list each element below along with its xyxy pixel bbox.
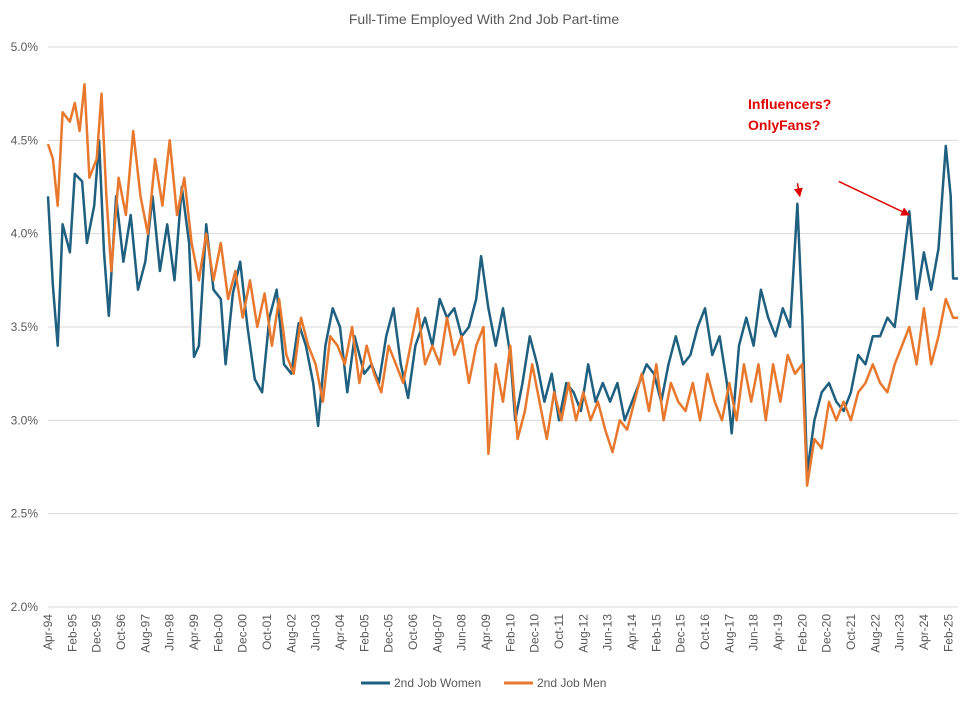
x-axis-tick-labels: Apr-94 Feb-95 Dec-95 Oct-96 Aug-97 Jun-98 Apr-… bbox=[41, 614, 955, 653]
y-tick-label: 3.0% bbox=[11, 413, 39, 427]
x-tick-label: Jun-08 bbox=[455, 614, 469, 651]
annotation-arrows bbox=[793, 180, 911, 216]
y-tick-label: 2.5% bbox=[11, 507, 39, 521]
x-tick-label: Dec-15 bbox=[674, 614, 688, 653]
arrow-2020-spike bbox=[793, 183, 803, 198]
legend: 2nd Job Women 2nd Job Men bbox=[361, 676, 606, 690]
x-tick-label: Feb-10 bbox=[503, 614, 517, 652]
x-tick-label: Oct-96 bbox=[114, 614, 128, 650]
x-tick-label: Apr-99 bbox=[187, 614, 201, 650]
y-tick-label: 4.5% bbox=[11, 133, 39, 147]
x-tick-label: Aug-17 bbox=[722, 614, 736, 653]
chart-title: Full-Time Employed With 2nd Job Part-tim… bbox=[349, 11, 619, 27]
y-axis-tick-labels: 2.0% 2.5% 3.0% 3.5% 4.0% 4.5% 5.0% bbox=[11, 40, 39, 614]
x-tick-label: Feb-15 bbox=[649, 614, 663, 652]
x-tick-label: Jun-13 bbox=[601, 614, 615, 651]
legend-label-men: 2nd Job Men bbox=[537, 676, 606, 690]
x-tick-label: Feb-25 bbox=[941, 614, 955, 652]
x-tick-label: Jun-03 bbox=[309, 614, 323, 651]
x-tick-label: Oct-01 bbox=[260, 614, 274, 650]
x-tick-label: Jun-98 bbox=[163, 614, 177, 651]
annotation-onlyfans: OnlyFans? bbox=[748, 117, 820, 133]
x-tick-label: Dec-95 bbox=[90, 614, 104, 653]
x-tick-label: Apr-14 bbox=[625, 614, 639, 650]
series-line-women bbox=[46, 139, 958, 474]
x-tick-label: Dec-05 bbox=[382, 614, 396, 653]
y-tick-label: 2.0% bbox=[11, 600, 39, 614]
y-tick-label: 5.0% bbox=[11, 40, 39, 54]
x-tick-label: Apr-94 bbox=[41, 614, 55, 650]
x-tick-label: Apr-09 bbox=[479, 614, 493, 650]
y-tick-label: 4.0% bbox=[11, 227, 39, 241]
gridlines bbox=[48, 46, 958, 608]
series-line-men bbox=[46, 83, 958, 487]
x-tick-label: Aug-07 bbox=[430, 614, 444, 653]
x-tick-label: Dec-10 bbox=[528, 614, 542, 653]
x-tick-label: Apr-04 bbox=[333, 614, 347, 650]
annotations: Influencers? OnlyFans? bbox=[748, 96, 831, 133]
x-tick-label: Dec-00 bbox=[236, 614, 250, 653]
y-tick-label: 3.5% bbox=[11, 320, 39, 334]
x-tick-label: Dec-20 bbox=[820, 614, 834, 653]
series-lines bbox=[46, 83, 958, 487]
x-tick-label: Feb-05 bbox=[357, 614, 371, 652]
x-tick-label: Aug-22 bbox=[868, 614, 882, 653]
x-tick-label: Oct-06 bbox=[406, 614, 420, 650]
x-tick-label: Feb-20 bbox=[795, 614, 809, 652]
x-tick-label: Aug-02 bbox=[284, 614, 298, 653]
x-tick-label: Apr-24 bbox=[917, 614, 931, 650]
x-tick-label: Oct-16 bbox=[698, 614, 712, 650]
x-tick-label: Aug-12 bbox=[576, 614, 590, 653]
x-tick-label: Oct-11 bbox=[552, 614, 566, 649]
x-tick-label: Oct-21 bbox=[844, 614, 858, 650]
x-tick-label: Jun-18 bbox=[747, 614, 761, 651]
x-tick-label: Feb-00 bbox=[211, 614, 225, 652]
x-tick-label: Jun-23 bbox=[893, 614, 907, 651]
x-tick-label: Aug-97 bbox=[138, 614, 152, 653]
x-tick-label: Feb-95 bbox=[65, 614, 79, 652]
x-tick-label: Apr-19 bbox=[771, 614, 785, 650]
legend-label-women: 2nd Job Women bbox=[394, 676, 481, 690]
arrow-2023-spike bbox=[838, 180, 911, 216]
annotation-influencers: Influencers? bbox=[748, 96, 831, 112]
